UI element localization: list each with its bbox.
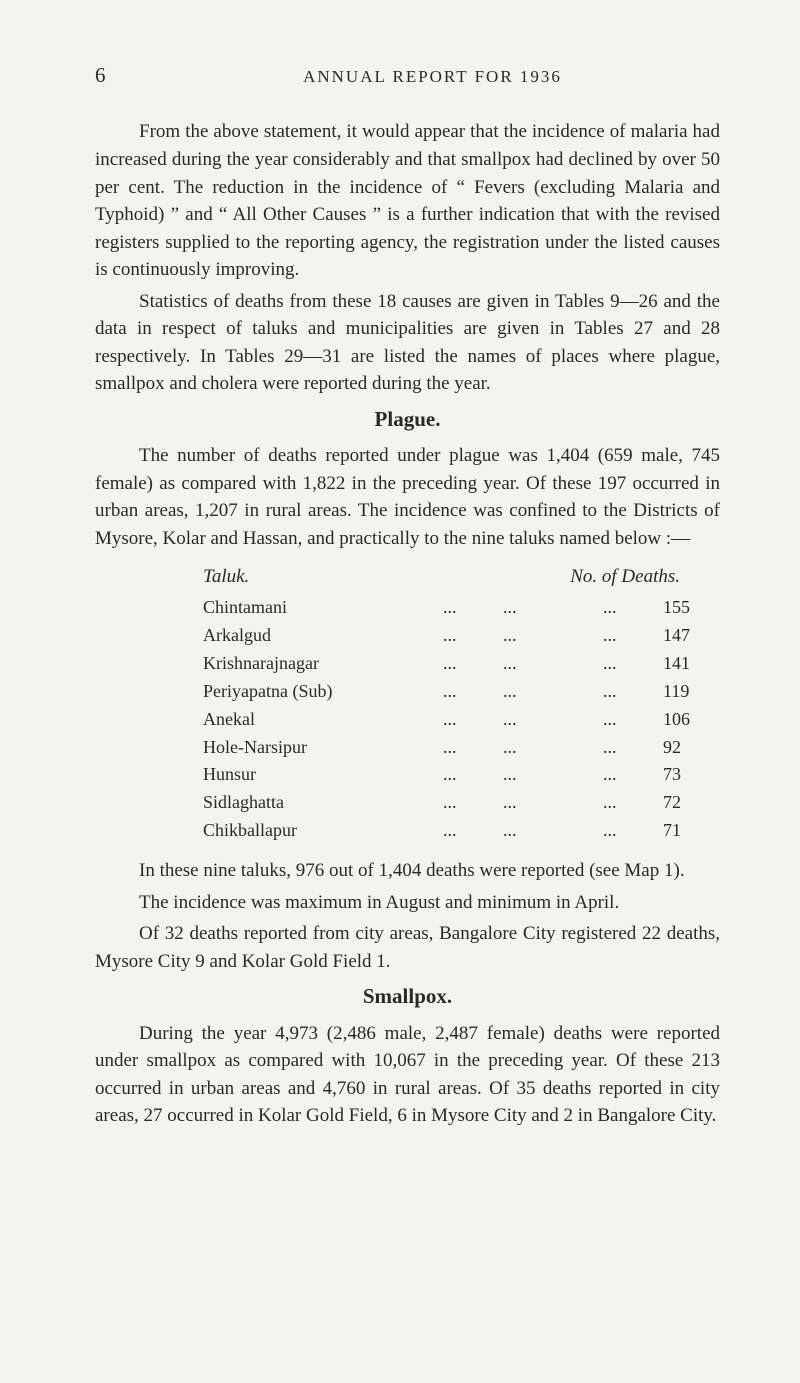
paragraph-3: The number of deaths reported under plag…	[95, 442, 720, 552]
paragraph-5: The incidence was maximum in August and …	[95, 889, 720, 917]
leader-dots: ...	[603, 817, 663, 845]
death-count: 73	[663, 761, 749, 789]
table-row: Periyapatna (Sub) ... ... ... 119	[95, 678, 720, 706]
leader-dots: ...	[503, 817, 603, 845]
table-row: Chikballapur ... ... ... 71	[95, 817, 720, 845]
taluk-name: Anekal	[95, 706, 443, 734]
table-row: Chintamani ... ... ... 155	[95, 594, 720, 622]
leader-dots: ...	[443, 734, 503, 762]
death-count: 155	[663, 594, 758, 622]
leader-dots: ...	[603, 761, 663, 789]
table-row: Krishnarajnagar ... ... ... 141	[95, 650, 720, 678]
table-col-taluk: Taluk.	[95, 563, 523, 591]
leader-dots: ...	[503, 594, 603, 622]
leader-dots: ...	[603, 734, 663, 762]
taluk-name: Periyapatna (Sub)	[95, 678, 443, 706]
paragraph-7: During the year 4,973 (2,486 male, 2,487…	[95, 1020, 720, 1130]
death-count: 147	[663, 622, 758, 650]
leader-dots: ...	[503, 622, 603, 650]
leader-dots: ...	[443, 706, 503, 734]
leader-dots: ...	[603, 650, 663, 678]
leader-dots: ...	[503, 734, 603, 762]
page-container: 6 ANNUAL REPORT FOR 1936 From the above …	[0, 0, 800, 1194]
paragraph-6: Of 32 deaths reported from city areas, B…	[95, 920, 720, 975]
deaths-table: Taluk. No. of Deaths. Chintamani ... ...…	[95, 563, 720, 846]
running-head: ANNUAL REPORT FOR 1936	[145, 65, 720, 90]
table-row: Arkalgud ... ... ... 147	[95, 622, 720, 650]
death-count: 92	[663, 734, 749, 762]
page-number: 6	[95, 60, 145, 90]
taluk-name: Krishnarajnagar	[95, 650, 443, 678]
table-row: Hole-Narsipur ... ... ... 92	[95, 734, 720, 762]
death-count: 71	[663, 817, 749, 845]
taluk-name: Sidlaghatta	[95, 789, 443, 817]
section-head-smallpox: Smallpox.	[95, 981, 720, 1011]
leader-dots: ...	[443, 761, 503, 789]
leader-dots: ...	[503, 761, 603, 789]
section-head-plague: Plague.	[95, 404, 720, 434]
leader-dots: ...	[443, 650, 503, 678]
leader-dots: ...	[443, 678, 503, 706]
leader-dots: ...	[443, 817, 503, 845]
leader-dots: ...	[443, 594, 503, 622]
leader-dots: ...	[603, 594, 663, 622]
leader-dots: ...	[503, 789, 603, 817]
death-count: 106	[663, 706, 758, 734]
taluk-name: Hole-Narsipur	[95, 734, 443, 762]
leader-dots: ...	[503, 706, 603, 734]
death-count: 72	[663, 789, 749, 817]
table-header: Taluk. No. of Deaths.	[95, 563, 720, 591]
leader-dots: ...	[443, 789, 503, 817]
taluk-name: Chikballapur	[95, 817, 443, 845]
leader-dots: ...	[603, 706, 663, 734]
death-count: 119	[663, 678, 757, 706]
table-row: Sidlaghatta ... ... ... 72	[95, 789, 720, 817]
paragraph-4: In these nine taluks, 976 out of 1,404 d…	[95, 857, 720, 885]
leader-dots: ...	[503, 650, 603, 678]
leader-dots: ...	[603, 789, 663, 817]
table-row: Hunsur ... ... ... 73	[95, 761, 720, 789]
paragraph-2: Statistics of deaths from these 18 cause…	[95, 288, 720, 398]
paragraph-1: From the above statement, it would appea…	[95, 118, 720, 283]
table-col-deaths: No. of Deaths.	[523, 563, 720, 591]
table-row: Anekal ... ... ... 106	[95, 706, 720, 734]
leader-dots: ...	[503, 678, 603, 706]
taluk-name: Arkalgud	[95, 622, 443, 650]
taluk-name: Hunsur	[95, 761, 443, 789]
leader-dots: ...	[443, 622, 503, 650]
header-row: 6 ANNUAL REPORT FOR 1936	[95, 60, 720, 90]
taluk-name: Chintamani	[95, 594, 443, 622]
death-count: 141	[663, 650, 758, 678]
leader-dots: ...	[603, 622, 663, 650]
leader-dots: ...	[603, 678, 663, 706]
